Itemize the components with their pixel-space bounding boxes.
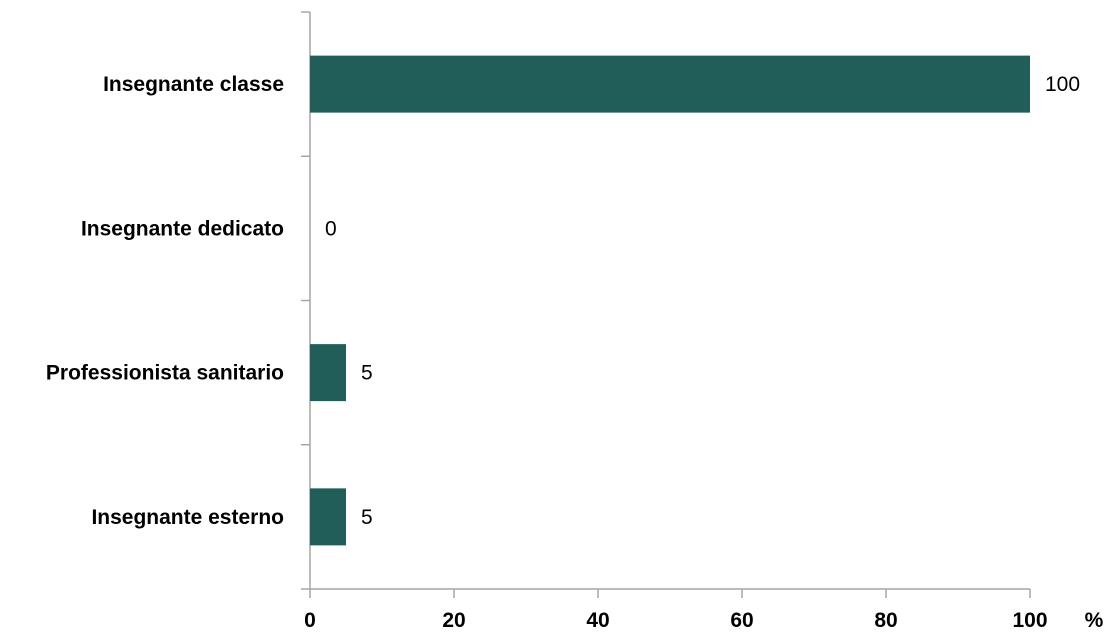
data-label: 5 [361, 506, 373, 529]
category-label: Insegnante dedicato [81, 217, 284, 240]
data-label: 100 [1045, 73, 1080, 96]
bar [310, 344, 346, 402]
bar [310, 488, 346, 546]
bars [310, 55, 1030, 546]
data-label: 0 [325, 217, 337, 240]
x-tick-label: 80 [874, 609, 897, 632]
x-tick-label: 20 [442, 609, 465, 632]
x-tick-label: 100 [1012, 609, 1047, 632]
x-tick-label: 40 [586, 609, 609, 632]
x-tick-label: 60 [730, 609, 753, 632]
x-axis-unit-label: % [1085, 609, 1104, 632]
category-label: Professionista sanitario [46, 362, 284, 385]
labels: 0 20 40 60 80 100 Insegnante classe 100 Insegnan… [46, 73, 1080, 632]
category-label: Insegnante classe [103, 73, 284, 96]
x-tick-label: 0 [304, 609, 316, 632]
bar [310, 55, 1030, 113]
data-label: 5 [361, 362, 373, 385]
category-label: Insegnante esterno [91, 506, 284, 529]
